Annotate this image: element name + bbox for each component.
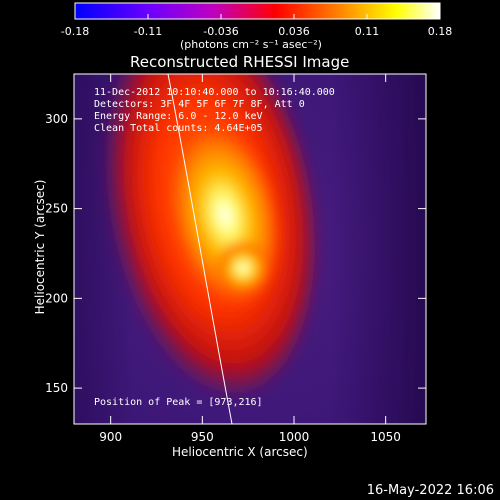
energy-range-annotation: Energy Range: 6.0 - 12.0 keV	[94, 111, 263, 122]
x-tick-label: 950	[191, 430, 214, 444]
y-axis-label: Heliocentric Y (arcsec)	[33, 179, 47, 315]
colorbar-tick-label: -0.18	[61, 25, 89, 38]
x-axis-label: Heliocentric X (arcsec)	[172, 445, 308, 459]
colorbar-ticks: -0.18 -0.11 -0.036 0.036 0.11 0.18	[61, 14, 452, 38]
colorbar-tick-label: -0.036	[203, 25, 238, 38]
detectors-annotation: Detectors: 3F 4F 5F 6F 7F 8F, Att 0	[94, 99, 305, 110]
y-tick-label: 150	[45, 381, 68, 395]
x-tick-label: 1000	[279, 430, 310, 444]
plot-frame	[73, 73, 427, 425]
colorbar-tick-label: 0.11	[355, 25, 380, 38]
colorbar	[74, 2, 441, 20]
peak-position-annotation: Position of Peak = [973,216]	[94, 397, 263, 408]
y-tick-label: 300	[45, 112, 68, 126]
x-tick-label: 1050	[370, 430, 401, 444]
clean-annotation: Clean Total counts: 4.64E+05	[94, 123, 263, 134]
x-tick-label: 900	[99, 430, 122, 444]
axes: 900 950 1000 1050 150 200 250 300	[45, 74, 426, 444]
colorbar-tick-label: -0.11	[134, 25, 162, 38]
colorbar-units-label: (photons cm⁻² s⁻¹ asec⁻²)	[180, 38, 322, 51]
date-stamp: 16-May-2022 16:06	[366, 483, 494, 498]
time-range-annotation: 11-Dec-2012 10:10:40.000 to 10:16:40.000	[94, 87, 335, 98]
y-tick-label: 250	[45, 202, 68, 216]
solar-limb	[167, 74, 233, 424]
colorbar-tick-label: 0.18	[428, 25, 453, 38]
colorbar-tick-label: 0.036	[278, 25, 310, 38]
heatmap-image	[74, 74, 426, 424]
chart-title: Reconstructed RHESSI Image	[130, 53, 350, 71]
peak-spot	[215, 240, 271, 296]
y-tick-label: 200	[45, 291, 68, 305]
